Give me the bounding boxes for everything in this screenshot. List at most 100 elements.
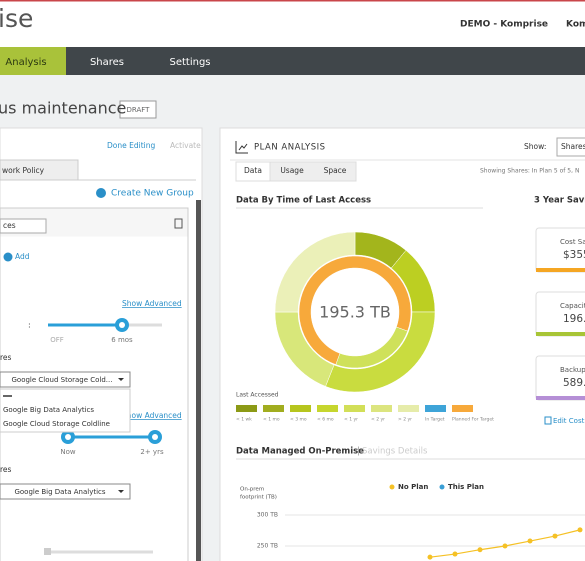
nav-active-tab[interactable] <box>0 47 66 75</box>
savings-details[interactable]: Savings Details <box>362 447 428 457</box>
nav-tab[interactable]: Analysis <box>5 57 46 68</box>
legend-dot <box>389 484 395 490</box>
slider-knob-center <box>65 434 71 440</box>
savings-title: 3 Year Savin <box>534 196 585 206</box>
show-label: Show: <box>524 142 546 151</box>
card-accent <box>536 268 585 272</box>
card-label: Backup R <box>560 366 585 374</box>
dropdown-option[interactable]: Google Big Data Analytics <box>3 406 94 414</box>
slider-knob-center <box>152 434 158 440</box>
slider-label: 6 mos <box>111 336 133 344</box>
nav-bar <box>0 47 585 75</box>
badge: DRAFT <box>127 106 151 114</box>
page-title: us maintenance <box>0 99 126 118</box>
nav-tab[interactable]: Shares <box>90 57 124 68</box>
card-label: Cost Sa <box>560 238 585 246</box>
panel-tab[interactable]: Usage <box>280 166 304 175</box>
nav-tab[interactable]: Settings <box>169 57 210 68</box>
target-select[interactable]: Google Cloud Storage Cold... <box>12 376 113 384</box>
header-accent <box>0 0 585 2</box>
slider-label: Now <box>60 448 76 456</box>
target-label: res <box>0 465 12 474</box>
policy-tab-label[interactable]: work Policy <box>2 166 45 175</box>
legend-label: < 1 yr <box>344 417 358 423</box>
show-select[interactable] <box>556 137 585 157</box>
point <box>527 538 533 544</box>
legend-label: < 1 mo <box>263 417 280 423</box>
target-label: res <box>0 353 12 362</box>
y-axis-label: On-prem <box>240 487 264 493</box>
legend-label: > 2 yr <box>398 417 412 423</box>
point <box>427 554 433 560</box>
legend-label: < 6 mo <box>317 417 334 423</box>
y-tick-label: 250 TB <box>257 543 278 550</box>
group-name: ces <box>3 221 16 230</box>
logo: ise <box>0 4 33 33</box>
create-icon[interactable] <box>96 188 106 198</box>
legend-label: < 1 wk <box>236 417 252 423</box>
card-label: Capacity <box>560 302 585 310</box>
edit-icon <box>544 416 552 425</box>
point <box>452 551 458 557</box>
caret <box>118 490 124 493</box>
slider-label: 2+ yrs <box>140 448 164 456</box>
point <box>552 533 558 539</box>
legend-label: Planned For Target <box>452 417 494 423</box>
legend-label: No Plan <box>398 483 428 491</box>
slider-knob-center <box>119 322 125 328</box>
create-group[interactable]: Create New Group <box>111 189 194 199</box>
trash-icon[interactable] <box>174 218 183 229</box>
panel-title: PLAN ANALYSIS <box>254 143 326 153</box>
group-name-input[interactable] <box>0 218 47 234</box>
legend-label: This Plan <box>448 483 484 491</box>
card-accent <box>536 332 585 336</box>
donut-segment <box>298 255 412 365</box>
legend-label: < 3 mo <box>290 417 307 423</box>
legend-swatch <box>236 405 257 412</box>
edit-cost[interactable]: Edit Cost <box>553 417 585 425</box>
show-advanced[interactable]: Show Advanced <box>122 299 182 308</box>
showing-note: Showing Shares: In Plan 5 of 5, N <box>480 168 579 175</box>
legend-swatch <box>290 405 311 412</box>
scrollbar[interactable] <box>196 200 201 561</box>
donut-segment <box>274 231 356 313</box>
donut-center-label: 195.3 TB <box>319 303 391 322</box>
dropdown-list <box>0 388 131 433</box>
done-editing[interactable]: Done Editing <box>107 141 155 150</box>
dropdown-option[interactable]: Google Cloud Storage Coldline <box>3 420 110 428</box>
rule-label: : <box>28 321 31 330</box>
point <box>477 547 483 553</box>
target-select[interactable]: Google Big Data Analytics <box>14 488 105 496</box>
y-tick-label: 300 TB <box>257 512 278 519</box>
card-value: 196.5 <box>563 313 585 325</box>
card-accent <box>536 396 585 400</box>
chart-icon <box>235 141 248 154</box>
legend-swatch <box>452 405 473 412</box>
y-axis-label: footprint (TB) <box>240 495 277 501</box>
point <box>577 527 583 533</box>
slider-label: OFF <box>50 336 64 344</box>
select-box[interactable] <box>0 371 131 388</box>
legend-label: < 2 yr <box>371 417 385 423</box>
show-value[interactable]: Shares <box>561 142 585 151</box>
panel-tab[interactable]: Space <box>324 166 347 175</box>
panel-tab[interactable]: Data <box>244 166 262 175</box>
add-link[interactable]: Add <box>15 252 30 261</box>
slider-knob[interactable] <box>44 548 51 555</box>
legend-swatch <box>398 405 419 412</box>
show-advanced[interactable]: Show Advanced <box>122 411 182 420</box>
activate[interactable]: Activate <box>170 141 201 150</box>
header-bar <box>0 0 585 47</box>
card-value: 589.4 <box>563 377 585 389</box>
select-box[interactable] <box>0 483 131 500</box>
legend-label: In Target <box>425 417 445 423</box>
legend-swatch <box>317 405 338 412</box>
badge-box <box>119 100 157 119</box>
card-value: $355 <box>563 249 585 261</box>
add-icon[interactable] <box>3 252 13 262</box>
active-tab[interactable] <box>235 161 271 182</box>
legend-swatch <box>263 405 284 412</box>
donut-segment <box>335 326 408 369</box>
